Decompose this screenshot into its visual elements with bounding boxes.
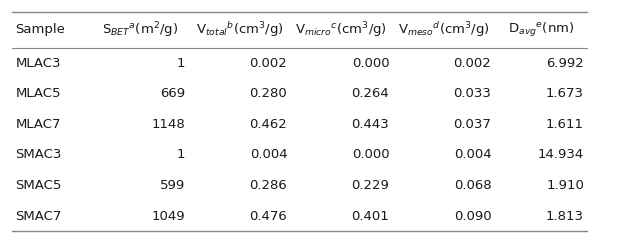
Text: 0.476: 0.476 [250, 210, 287, 223]
Text: V$_{total}$$^{b}$(cm$^{3}$/g): V$_{total}$$^{b}$(cm$^{3}$/g) [196, 20, 283, 39]
Text: 0.286: 0.286 [250, 179, 287, 192]
Text: 0.264: 0.264 [352, 87, 389, 100]
Text: MLAC5: MLAC5 [15, 87, 61, 100]
Text: V$_{meso}$$^{d}$(cm$^{3}$/g): V$_{meso}$$^{d}$(cm$^{3}$/g) [397, 20, 489, 39]
Text: 0.004: 0.004 [454, 148, 491, 161]
Text: 0.000: 0.000 [352, 148, 389, 161]
Text: 0.401: 0.401 [352, 210, 389, 223]
Text: MLAC3: MLAC3 [15, 57, 61, 70]
Text: 0.002: 0.002 [250, 57, 287, 70]
Text: 1.813: 1.813 [546, 210, 584, 223]
Text: V$_{micro}$$^{c}$(cm$^{3}$/g): V$_{micro}$$^{c}$(cm$^{3}$/g) [295, 20, 387, 40]
Text: S$_{BET}$$^{a}$(m$^{2}$/g): S$_{BET}$$^{a}$(m$^{2}$/g) [103, 20, 179, 40]
Text: 0.033: 0.033 [454, 87, 491, 100]
Text: 0.280: 0.280 [250, 87, 287, 100]
Text: 1.910: 1.910 [546, 179, 584, 192]
Text: 0.090: 0.090 [454, 210, 491, 223]
Text: 0.000: 0.000 [352, 57, 389, 70]
Text: 1148: 1148 [151, 118, 185, 131]
Text: 1.611: 1.611 [546, 118, 584, 131]
Text: 0.037: 0.037 [454, 118, 491, 131]
Text: 599: 599 [160, 179, 185, 192]
Text: MLAC7: MLAC7 [15, 118, 61, 131]
Text: 0.443: 0.443 [352, 118, 389, 131]
Text: SMAC5: SMAC5 [15, 179, 62, 192]
Text: 1049: 1049 [152, 210, 185, 223]
Text: 1: 1 [177, 57, 185, 70]
Text: 669: 669 [160, 87, 185, 100]
Text: 6.992: 6.992 [546, 57, 584, 70]
Text: 0.068: 0.068 [454, 179, 491, 192]
Text: SMAC3: SMAC3 [15, 148, 62, 161]
Text: 0.229: 0.229 [352, 179, 389, 192]
Text: 0.004: 0.004 [250, 148, 287, 161]
Text: 0.002: 0.002 [454, 57, 491, 70]
Text: 0.462: 0.462 [250, 118, 287, 131]
Text: 1: 1 [177, 148, 185, 161]
Text: 14.934: 14.934 [538, 148, 584, 161]
Text: D$_{avg}$$^{e}$(nm): D$_{avg}$$^{e}$(nm) [507, 21, 574, 39]
Text: 1.673: 1.673 [546, 87, 584, 100]
Text: SMAC7: SMAC7 [15, 210, 62, 223]
Text: Sample: Sample [15, 23, 66, 36]
